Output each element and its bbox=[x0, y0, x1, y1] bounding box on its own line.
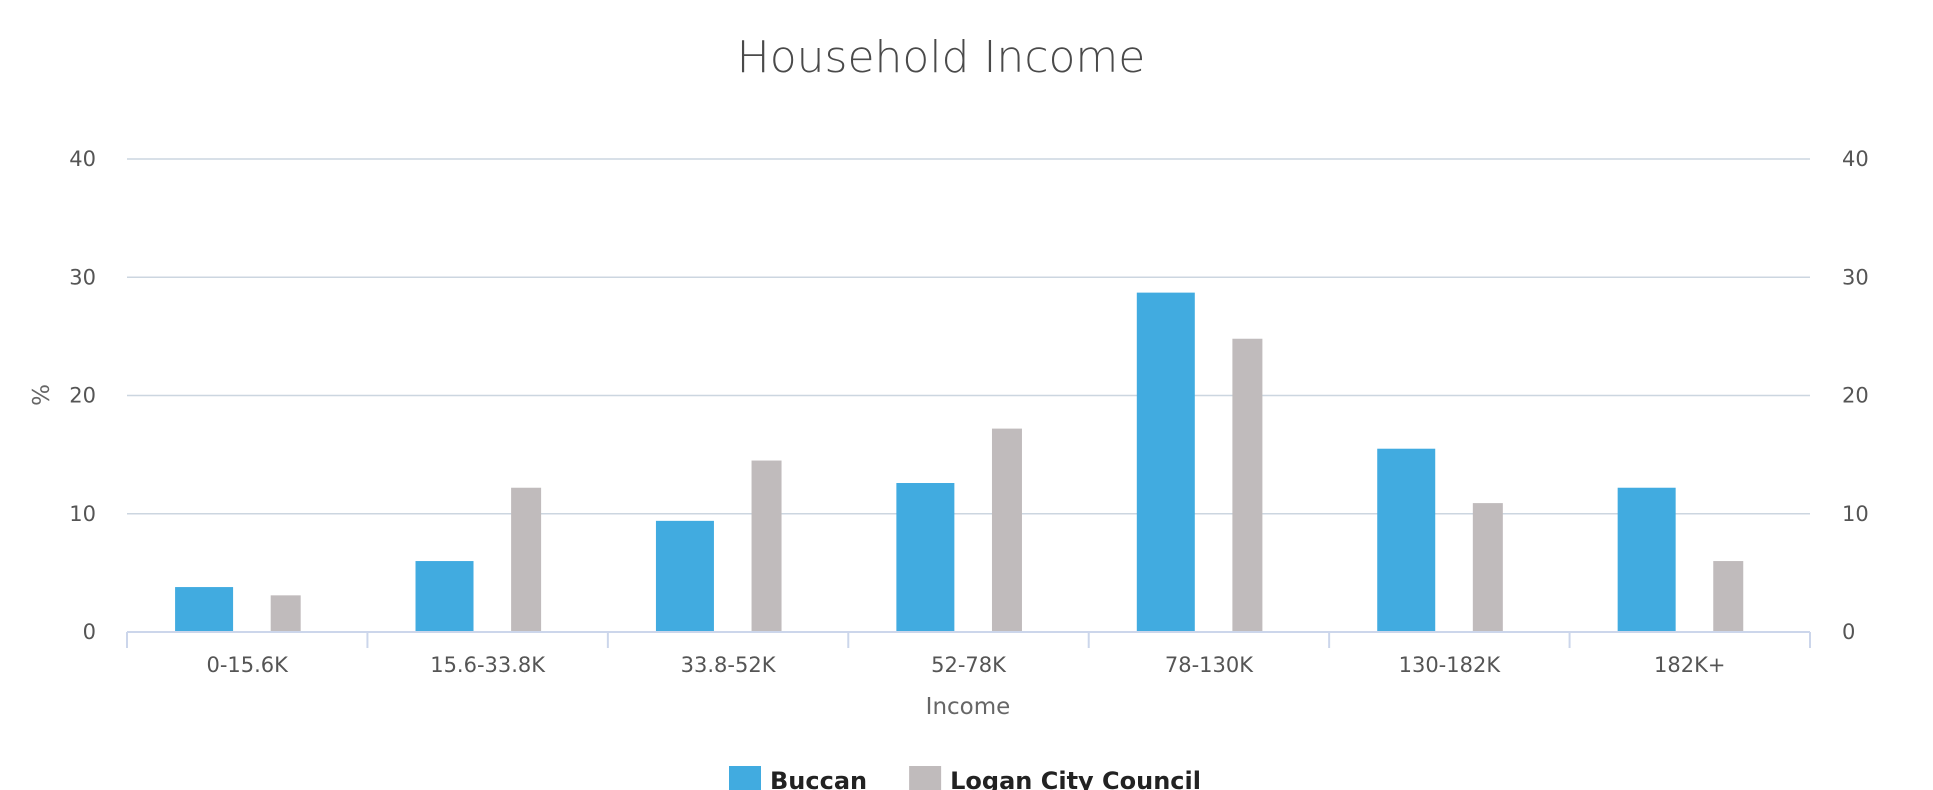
bar-buccan bbox=[655, 520, 714, 632]
x-category-label: 15.6-33.8K bbox=[430, 653, 546, 677]
x-category-label: 130-182K bbox=[1399, 653, 1502, 677]
x-axis-title: Income bbox=[926, 694, 1011, 720]
bar-logan-city-council bbox=[1232, 338, 1263, 632]
gridlines bbox=[127, 158, 1810, 515]
bar-logan-city-council bbox=[1472, 503, 1503, 632]
bar-logan-city-council bbox=[270, 595, 301, 632]
x-category-label: 0-15.6K bbox=[206, 653, 289, 677]
y2-tick-label: 30 bbox=[1842, 265, 1869, 289]
y2-tick-label: 40 bbox=[1842, 147, 1869, 171]
bar-buccan bbox=[415, 561, 474, 632]
legend-swatch bbox=[729, 766, 761, 790]
bar-logan-city-council bbox=[991, 428, 1022, 632]
x-category-label: 78-130K bbox=[1165, 653, 1254, 677]
chart-title: Household Income bbox=[737, 32, 1146, 83]
bar-logan-city-council bbox=[751, 460, 782, 632]
x-axis: 0-15.6K 15.6-33.8K 33.8-52K 52-78K 78-130K 13… bbox=[126, 631, 1811, 677]
y-tick-label: 40 bbox=[69, 147, 96, 171]
y2-tick-label: 0 bbox=[1842, 620, 1855, 644]
y2-tick-label: 20 bbox=[1842, 384, 1869, 408]
bar-buccan bbox=[1377, 448, 1436, 632]
bar-logan-city-council bbox=[1713, 561, 1744, 632]
y-tick-label: 30 bbox=[69, 265, 96, 289]
y2-tick-label: 10 bbox=[1842, 502, 1869, 526]
y-axis-left-ticks: 0 10 20 30 40 bbox=[69, 147, 96, 644]
bar-buccan bbox=[175, 587, 234, 632]
y-tick-label: 0 bbox=[83, 620, 96, 644]
legend-label: Buccan bbox=[770, 767, 867, 790]
y-axis-right-ticks: 0 10 20 30 40 bbox=[1842, 147, 1869, 644]
bars bbox=[175, 292, 1744, 632]
bar-buccan bbox=[1136, 292, 1195, 632]
legend-label: Logan City Council bbox=[950, 767, 1201, 790]
y-tick-label: 10 bbox=[69, 502, 96, 526]
x-category-label: 33.8-52K bbox=[681, 653, 777, 677]
x-category-label: 182K+ bbox=[1654, 653, 1725, 677]
legend-swatch bbox=[909, 766, 942, 790]
bar-buccan bbox=[1617, 487, 1676, 632]
bar-logan-city-council bbox=[511, 487, 542, 632]
y-axis-title: % bbox=[29, 384, 55, 406]
bar-buccan bbox=[896, 483, 955, 632]
x-category-label: 52-78K bbox=[931, 653, 1007, 677]
legend: Buccan Logan City Council bbox=[729, 766, 1201, 790]
y-tick-label: 20 bbox=[69, 384, 96, 408]
